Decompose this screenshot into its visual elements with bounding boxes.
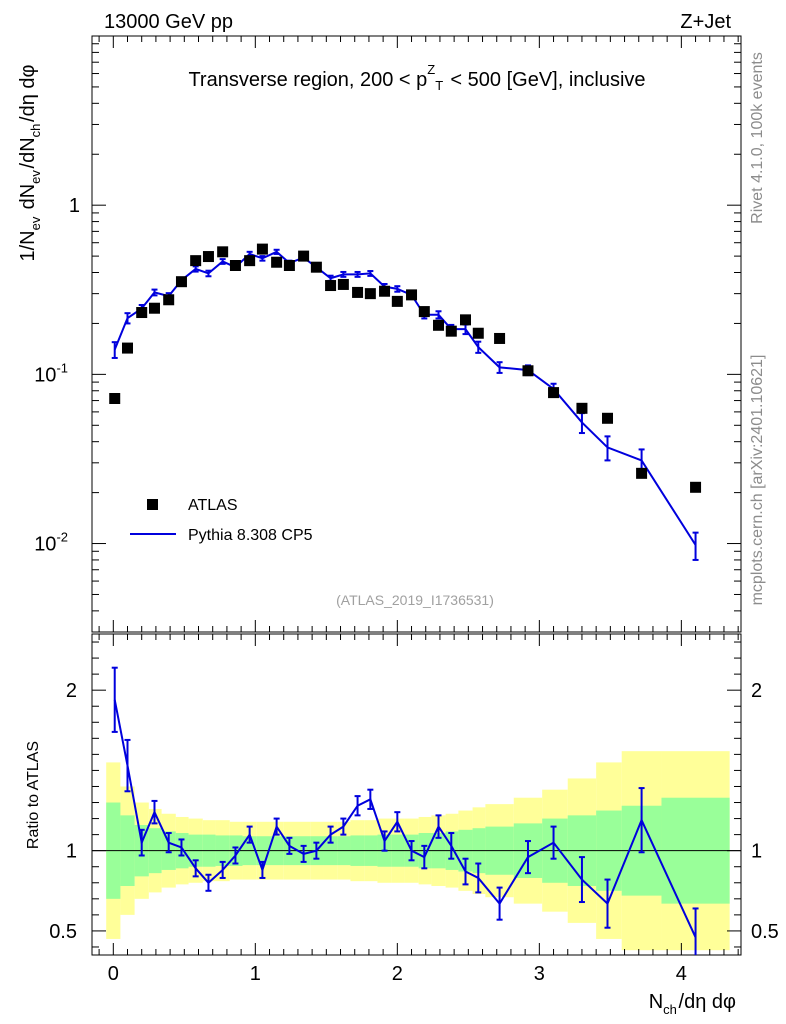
atlas-data-point — [283, 260, 295, 272]
x-tick-label: 3 — [534, 963, 545, 985]
atlas-data-point — [406, 289, 418, 301]
atlas-data-point — [690, 481, 702, 493]
atlas-data-point — [459, 314, 471, 326]
atlas-data-point — [163, 294, 175, 306]
y-tick-label: 10-2 — [34, 530, 68, 556]
main-plot-data — [109, 243, 702, 561]
atlas-data-point — [244, 255, 256, 267]
atlas-data-point — [202, 251, 214, 263]
atlas-data-point — [325, 280, 337, 292]
atlas-data-point — [310, 261, 322, 273]
atlas-data-point — [271, 256, 283, 268]
atlas-data-point — [352, 286, 364, 298]
ratio-axis-label: Ratio to ATLAS — [25, 741, 42, 849]
analysis-id-label: (ATLAS_2019_I1736531) — [336, 592, 494, 608]
y-tick-label: 1 — [69, 195, 80, 217]
atlas-data-point — [522, 365, 534, 377]
atlas-data-point — [190, 255, 202, 267]
atlas-data-point — [337, 278, 349, 290]
atlas-data-point — [148, 302, 160, 314]
x-tick-label: 0 — [108, 963, 119, 985]
atlas-data-point — [256, 243, 268, 255]
tick-labels: 0 1 2 3 4 10-2 10-1 1 0.5 0.5 1 1 2 2 — [34, 195, 779, 985]
atlas-data-point — [576, 402, 588, 414]
ratio-plot-frame — [91, 633, 742, 956]
main-plot-frame — [91, 35, 742, 633]
atlas-data-point — [379, 285, 391, 297]
ratio-tick-label-left: 0.5 — [49, 921, 77, 943]
atlas-data-point — [548, 387, 560, 399]
ratio-tick-label-right: 2 — [751, 680, 762, 702]
tick-marks — [92, 35, 741, 955]
x-tick-label: 4 — [676, 963, 687, 985]
legend-marker-atlas — [147, 499, 158, 510]
atlas-data-point — [636, 467, 648, 479]
atlas-data-point — [298, 250, 310, 262]
atlas-data-point — [109, 392, 121, 404]
atlas-data-point — [391, 295, 403, 307]
ratio-tick-label-right: 1 — [751, 841, 762, 863]
ratio-tick-label-left: 1 — [66, 841, 77, 863]
atlas-data-point — [433, 319, 445, 331]
ratio-tick-label-right: 0.5 — [751, 921, 779, 943]
atlas-data-point — [217, 246, 229, 258]
x-axis-label: Nch /dη dφ — [649, 991, 736, 1017]
y-axis-label: 1/Nev dNev /dNch /dη dφ — [17, 64, 43, 261]
atlas-data-point — [175, 276, 187, 288]
rivet-version-label: Rivet 4.1.0, 100k events — [749, 52, 766, 224]
legend: ATLAS Pythia 8.308 CP5 — [130, 497, 313, 544]
ratio-plot-data — [111, 666, 699, 955]
atlas-data-point — [602, 412, 614, 424]
ratio-tick-label-left: 2 — [66, 680, 77, 702]
process-label: Z+Jet — [680, 11, 731, 33]
x-tick-label: 1 — [250, 963, 261, 985]
mcplots-label: mcplots.cern.ch [arXiv:2401.10621] — [749, 355, 766, 606]
atlas-data-point — [472, 327, 484, 339]
atlas-data-point — [122, 342, 134, 354]
energy-label: 13000 GeV pp — [104, 11, 233, 33]
atlas-data-point — [364, 288, 376, 300]
legend-label-pythia: Pythia 8.308 CP5 — [188, 527, 313, 544]
atlas-data-point — [445, 325, 457, 337]
atlas-data-point — [229, 260, 241, 272]
chart-title: Transverse region, 200 < pZT < 500 [GeV]… — [188, 62, 645, 93]
atlas-data-point — [494, 332, 506, 344]
x-tick-label: 2 — [392, 963, 403, 985]
legend-label-atlas: ATLAS — [188, 497, 238, 514]
atlas-data-point — [136, 307, 148, 319]
axes — [91, 35, 742, 956]
y-tick-label: 10-1 — [34, 360, 68, 386]
atlas-data-point — [418, 306, 430, 318]
